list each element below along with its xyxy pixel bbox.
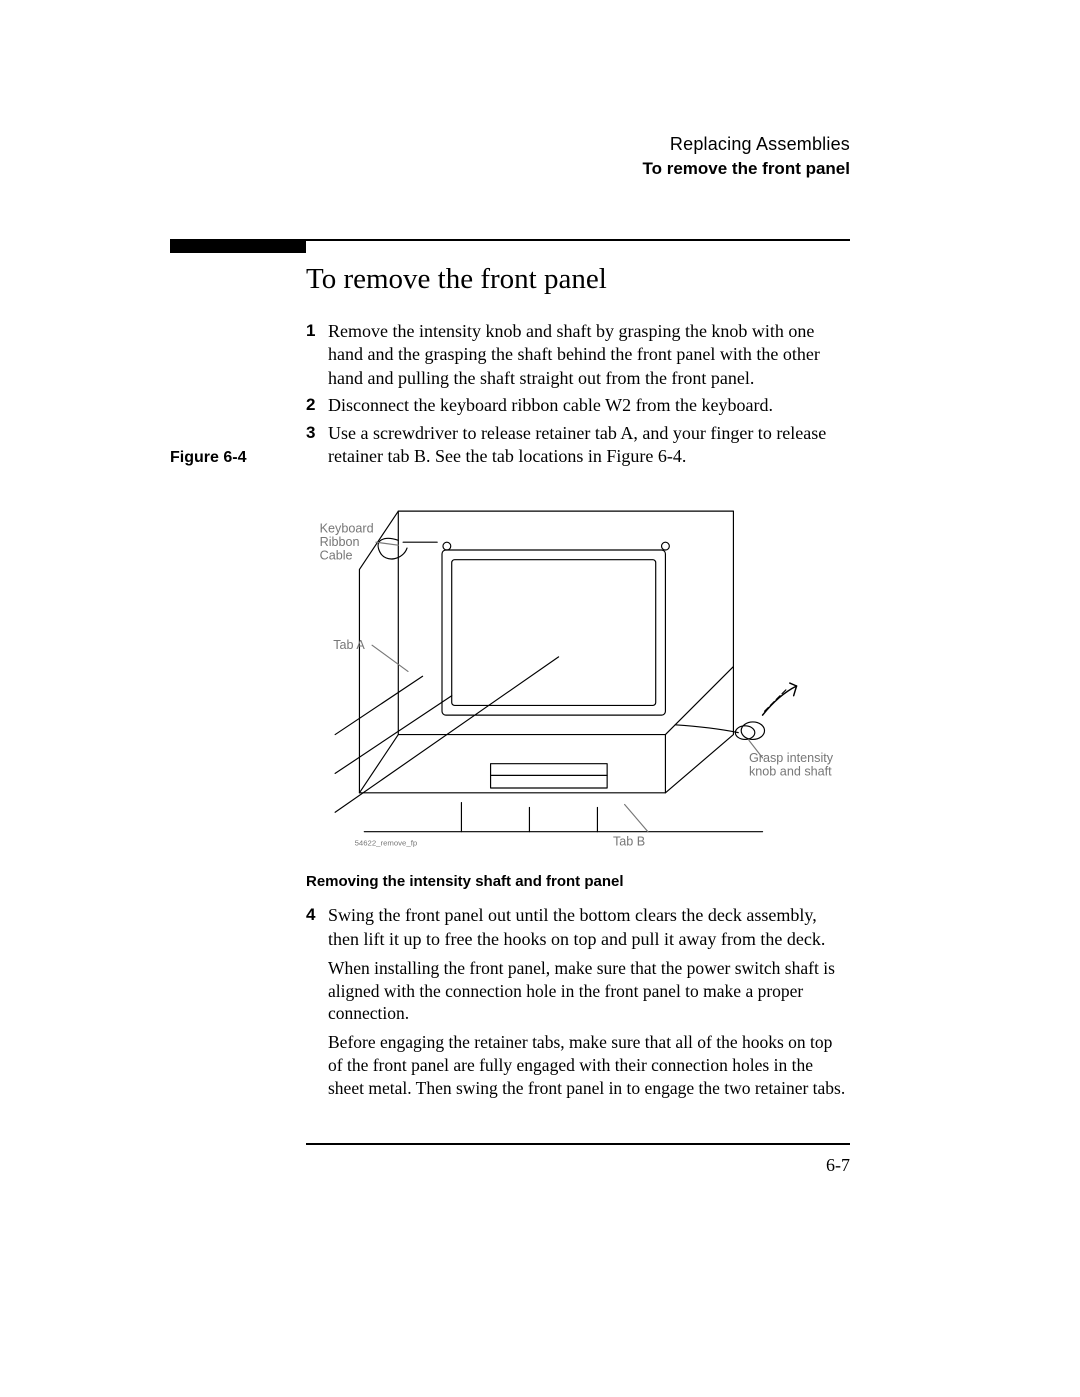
content-area: Figure 6-4 To remove the front panel Rem… xyxy=(170,241,850,1176)
callout-knob-1: Grasp intensity xyxy=(749,751,834,765)
callout-knob-2: knob and shaft xyxy=(749,765,832,779)
header-chapter: Replacing Assemblies xyxy=(170,134,850,155)
page: Replacing Assemblies To remove the front… xyxy=(0,0,1080,1397)
step-list-continued: Swing the front panel out until the bott… xyxy=(306,904,850,951)
left-margin-column: Figure 6-4 xyxy=(170,241,306,1176)
step-list: Remove the intensity knob and shaft by g… xyxy=(306,320,850,468)
main-column: To remove the front panel Remove the int… xyxy=(306,241,850,1176)
install-note: When installing the front panel, make su… xyxy=(306,957,850,1025)
bottom-rule xyxy=(306,1143,850,1145)
figure-ref: 54622_remove_fp xyxy=(355,839,418,848)
callout-keyboard-1: Keyboard xyxy=(320,522,374,536)
header-section: To remove the front panel xyxy=(170,159,850,179)
install-note: Before engaging the retainer tabs, make … xyxy=(306,1031,850,1099)
step-item: Swing the front panel out until the bott… xyxy=(306,904,850,951)
running-header: Replacing Assemblies To remove the front… xyxy=(170,134,850,179)
step-item: Use a screwdriver to release retainer ta… xyxy=(306,422,850,469)
figure-diagram: Keyboard Ribbon Cable Tab A Tab B Grasp … xyxy=(306,482,850,861)
callout-tab-a: Tab A xyxy=(333,638,365,652)
callout-tab-b: Tab B xyxy=(613,835,645,849)
page-number: 6-7 xyxy=(306,1155,850,1176)
page-title: To remove the front panel xyxy=(306,263,850,296)
callout-keyboard-3: Cable xyxy=(320,549,353,563)
figure-caption: Removing the intensity shaft and front p… xyxy=(306,873,850,890)
step-item: Disconnect the keyboard ribbon cable W2 … xyxy=(306,394,850,417)
figure-label: Figure 6-4 xyxy=(170,449,306,467)
step-item: Remove the intensity knob and shaft by g… xyxy=(306,320,850,390)
callout-keyboard-2: Ribbon xyxy=(320,535,360,549)
